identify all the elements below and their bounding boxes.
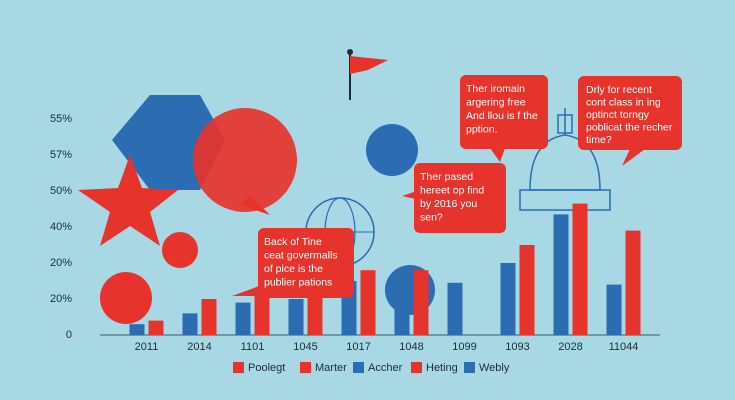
bar xyxy=(606,284,622,335)
bar xyxy=(413,270,429,335)
annotation-line: publier pations xyxy=(264,276,332,288)
legend-swatch xyxy=(464,362,475,373)
annotation-line: hereet op find xyxy=(420,184,484,196)
x-tick-label: 1017 xyxy=(346,341,370,353)
flag xyxy=(350,56,388,74)
legend-swatch xyxy=(233,362,244,373)
y-tick-label: 20% xyxy=(50,257,72,269)
annotation-line: And llou is f the xyxy=(466,110,538,122)
annotation-line: time? xyxy=(586,134,612,146)
annotation-line: cont class in ing xyxy=(586,96,661,108)
bubble-tail xyxy=(240,195,270,215)
bar xyxy=(572,203,588,335)
y-tick-label: 50% xyxy=(50,185,72,197)
x-tick-label: 1045 xyxy=(293,341,317,353)
annotation-line: Ther iromain xyxy=(466,83,525,95)
x-tick-label: 1101 xyxy=(241,341,265,353)
bubble-tail xyxy=(490,148,505,162)
annotation-line: of pice is the xyxy=(264,263,323,275)
bar xyxy=(288,299,304,335)
bubble-tail xyxy=(622,149,645,166)
bar xyxy=(235,302,251,335)
bar xyxy=(254,290,270,335)
y-tick-label: 0 xyxy=(66,329,72,341)
bubble-tail xyxy=(402,190,420,200)
y-tick-label: 55% xyxy=(50,113,72,125)
y-tick-label: 40% xyxy=(50,221,72,233)
burst xyxy=(162,232,198,268)
x-tick-label: 2011 xyxy=(135,341,159,353)
annotation-line: poblicat the recher xyxy=(586,121,673,133)
bubble xyxy=(460,75,548,149)
x-tick-label: 2028 xyxy=(558,341,582,353)
annotation-line: pption. xyxy=(466,123,498,135)
legend-label: Marter xyxy=(315,362,347,374)
x-tick-label: 1099 xyxy=(452,341,476,353)
bar xyxy=(394,272,410,335)
annotation-line: Back of Tine xyxy=(264,236,322,248)
star xyxy=(78,155,178,246)
bubble xyxy=(578,76,682,150)
legend-label: Poolegt xyxy=(248,362,285,374)
bar xyxy=(148,320,164,335)
x-tick-label: 1048 xyxy=(399,341,423,353)
bar xyxy=(129,324,145,335)
annotation-line: Drly for recent xyxy=(586,84,652,96)
bar xyxy=(500,263,516,335)
annotation-line: optinct torngy xyxy=(586,109,650,121)
legend-swatch xyxy=(353,362,364,373)
x-tick-label: 1093 xyxy=(505,341,529,353)
legend-label: Heting xyxy=(426,362,458,374)
annotation-line: by 2016 you xyxy=(420,198,477,210)
bar xyxy=(447,282,463,335)
bar xyxy=(360,270,376,335)
bubble-tail xyxy=(232,285,268,296)
y-tick-label: 20% xyxy=(50,293,72,305)
bar xyxy=(201,299,217,335)
legend-swatch xyxy=(300,362,311,373)
annotation-line: sen? xyxy=(420,211,443,223)
capitol xyxy=(519,108,611,211)
circle xyxy=(193,108,297,212)
annotation-line: argering free xyxy=(466,96,526,108)
bar xyxy=(519,245,535,335)
legend-label: Accher xyxy=(368,362,403,374)
bubble xyxy=(258,228,354,298)
bubble xyxy=(414,163,506,233)
x-tick-label: 2014 xyxy=(187,341,211,353)
legend-swatch xyxy=(411,362,422,373)
bar xyxy=(625,230,641,335)
bar xyxy=(182,313,198,335)
x-tick-label: 11044 xyxy=(609,341,639,353)
y-tick-label: 57% xyxy=(50,149,72,161)
flag-top xyxy=(347,49,353,55)
annotation-line: Ther pased xyxy=(420,171,473,183)
annotation-line: ceat govermalls xyxy=(264,249,338,261)
legend-label: Webly xyxy=(479,362,510,374)
bar xyxy=(553,214,569,335)
burst xyxy=(100,272,152,324)
gear xyxy=(366,124,418,176)
